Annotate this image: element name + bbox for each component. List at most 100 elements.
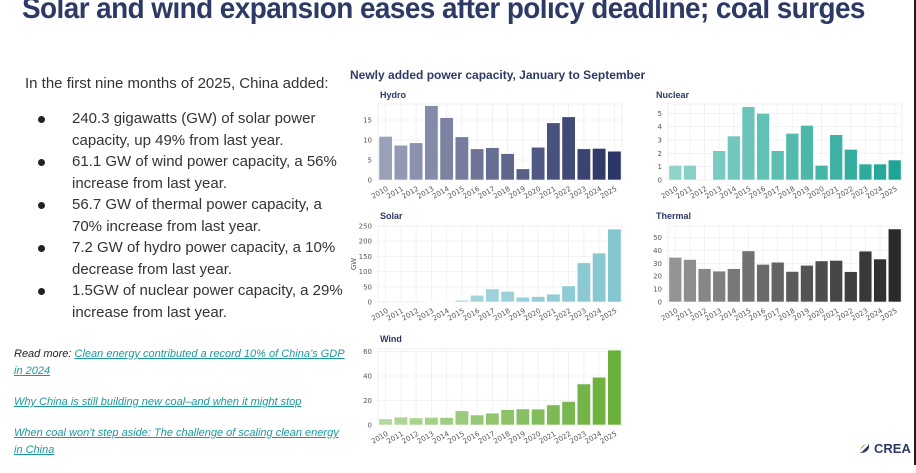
- bar-thermal-2019: [801, 265, 814, 302]
- y-tick-label: 50: [363, 283, 372, 291]
- bar-wind-2017: [486, 413, 499, 425]
- bar-thermal-2013: [713, 271, 726, 302]
- bar-solar-2013: [425, 301, 438, 302]
- bar-thermal-2021: [830, 260, 843, 302]
- bar-wind-2019: [516, 409, 529, 425]
- x-tick-label: 2025: [879, 307, 898, 323]
- crea-logo-text: CREA: [874, 441, 911, 456]
- chart-solar-svg: 0501001502002502010201120122013201420152…: [350, 222, 630, 332]
- bar-nuclear-2010: [669, 165, 682, 180]
- chart-thermal-svg: 0102030405020102011201220132014201520162…: [640, 222, 910, 332]
- bar-wind-2013: [425, 417, 438, 425]
- bar-nuclear-2020: [815, 165, 828, 180]
- bar-solar-2023: [577, 263, 590, 302]
- bar-wind-2010: [379, 419, 392, 425]
- y-tick-label: 20: [653, 273, 662, 281]
- bar-thermal-2020: [815, 261, 828, 302]
- bar-nuclear-2025: [888, 160, 901, 180]
- chart-nuclear-svg: 0123452010201120122013201420152016201720…: [640, 100, 910, 210]
- slide-title: Solar and wind expansion eases after pol…: [22, 0, 865, 26]
- bar-thermal-2011: [684, 259, 697, 302]
- bar-hydro-2015: [455, 137, 468, 180]
- bar-hydro-2011: [394, 145, 407, 180]
- bar-wind-2024: [592, 377, 605, 425]
- bar-wind-2015: [455, 411, 468, 425]
- bar-thermal-2016: [757, 264, 770, 302]
- bar-solar-2020: [531, 297, 544, 302]
- bullet-hydro: 7.2 GW of hydro power capacity, a 10% de…: [0, 237, 350, 280]
- bullet-dot-icon: [38, 202, 45, 209]
- link-why-china-coal[interactable]: Why China is still building new coal–and…: [14, 396, 301, 408]
- bullet-dot-icon: [38, 288, 45, 295]
- bar-nuclear-2013: [713, 151, 726, 180]
- bar-solar-2025: [608, 229, 621, 302]
- bar-hydro-2022: [562, 117, 575, 180]
- y-tick-label: 0: [658, 177, 662, 185]
- bar-solar-2016: [470, 295, 483, 302]
- panel-title-solar: Solar: [380, 211, 403, 221]
- bar-solar-2018: [501, 291, 514, 302]
- read-more-label: Read more:: [14, 348, 75, 360]
- link-coal-wont-step-aside[interactable]: When coal won’t step aside: The challeng…: [14, 427, 339, 456]
- bar-thermal-2017: [771, 262, 784, 302]
- y-tick-label: 0: [368, 177, 372, 185]
- bar-thermal-2024: [874, 259, 887, 302]
- y-tick-label: 10: [363, 137, 372, 145]
- y-tick-label: 10: [653, 286, 662, 294]
- bullet-dot-icon: [38, 245, 45, 252]
- y-tick-label: 4: [658, 123, 663, 131]
- bar-hydro-2018: [501, 154, 514, 180]
- bar-hydro-2023: [577, 149, 590, 180]
- y-tick-label: 2: [658, 150, 662, 158]
- bullet-nuclear: 1.5GW of nuclear power capacity, a 29% i…: [0, 280, 350, 323]
- y-tick-label: 250: [359, 223, 372, 231]
- bar-wind-2012: [409, 418, 422, 425]
- y-tick-label: 200: [359, 238, 372, 246]
- y-tick-label: 100: [359, 268, 372, 276]
- x-tick-label: 2025: [599, 307, 618, 323]
- y-tick-label: 30: [653, 260, 662, 268]
- bar-hydro-2013: [425, 106, 438, 180]
- bar-hydro-2017: [486, 148, 499, 180]
- bar-hydro-2014: [440, 118, 453, 180]
- y-tick-label: 0: [368, 299, 372, 307]
- bar-nuclear-2022: [844, 149, 857, 180]
- bar-solar-2022: [562, 286, 575, 302]
- bar-wind-2023: [577, 384, 590, 425]
- bar-thermal-2010: [669, 257, 682, 302]
- y-tick-label: 15: [363, 117, 372, 125]
- bar-thermal-2023: [859, 251, 872, 302]
- bar-thermal-2015: [742, 251, 755, 302]
- y-tick-label: 50: [653, 234, 662, 242]
- bar-solar-2021: [547, 294, 560, 302]
- bar-hydro-2010: [379, 136, 392, 180]
- figure-title: Newly added power capacity, January to S…: [350, 68, 645, 82]
- bar-solar-2017: [486, 289, 499, 302]
- y-tick-label: 40: [653, 247, 662, 255]
- bar-wind-2022: [562, 401, 575, 425]
- y-tick-label: 60: [363, 348, 372, 356]
- bar-wind-2020: [531, 409, 544, 425]
- panel-title-hydro: Hydro: [380, 90, 406, 100]
- bar-nuclear-2019: [801, 125, 814, 180]
- y-tick-label: 40: [363, 372, 372, 380]
- bar-hydro-2012: [409, 143, 422, 180]
- bar-nuclear-2014: [727, 136, 740, 180]
- y-tick-label: 20: [363, 397, 372, 405]
- bar-thermal-2018: [786, 271, 799, 302]
- bar-solar-2015: [455, 300, 468, 302]
- bar-thermal-2014: [727, 269, 740, 302]
- x-tick-label: 2025: [879, 185, 898, 201]
- bar-hydro-2025: [608, 151, 621, 180]
- bar-wind-2014: [440, 418, 453, 425]
- bar-thermal-2012: [698, 269, 711, 302]
- bullet-dot-icon: [38, 116, 45, 123]
- y-tick-label: 1: [658, 163, 662, 171]
- bullet-dot-icon: [38, 159, 45, 166]
- bar-nuclear-2021: [830, 135, 843, 180]
- bar-nuclear-2024: [874, 164, 887, 180]
- bar-thermal-2022: [844, 272, 857, 302]
